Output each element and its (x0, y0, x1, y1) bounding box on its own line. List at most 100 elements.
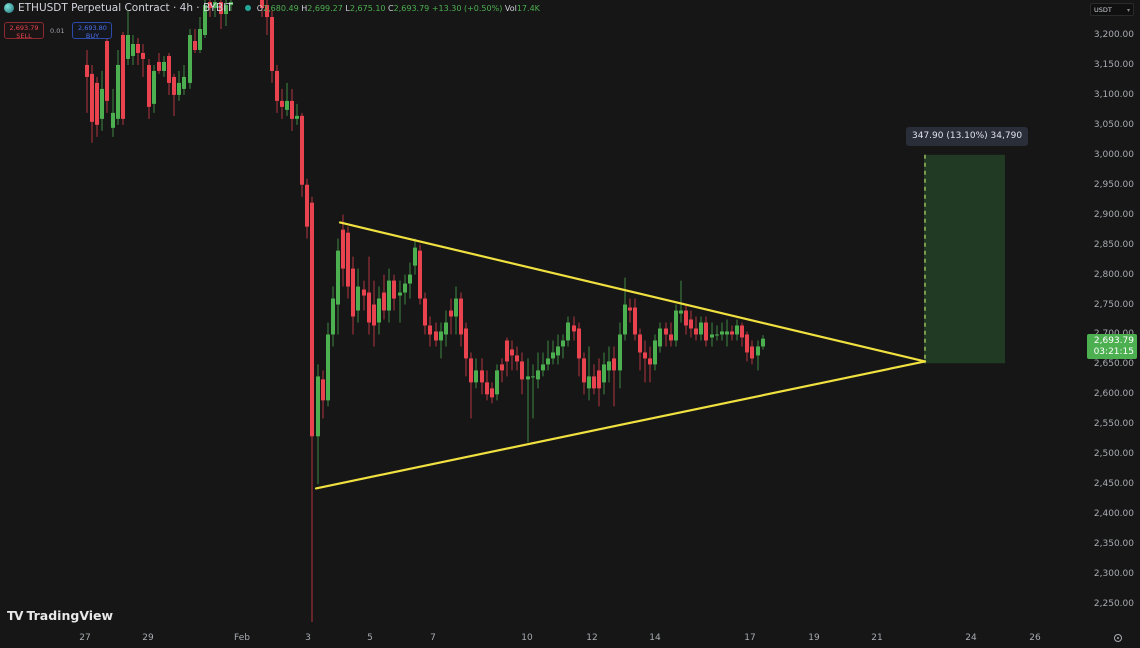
bullish-candle (229, 2, 233, 6)
bullish-candle (653, 340, 657, 365)
bearish-candle (638, 334, 642, 353)
bearish-candle (208, 2, 212, 9)
bullish-candle (285, 100, 289, 110)
bearish-candle (480, 370, 484, 383)
bearish-candle (372, 304, 376, 326)
bearish-candle (157, 61, 161, 71)
bullish-candle (331, 298, 335, 335)
bullish-candle (162, 61, 166, 71)
bullish-candle (131, 43, 135, 56)
bullish-candle (198, 29, 202, 50)
bullish-candle (541, 364, 545, 371)
bearish-candle (745, 334, 749, 353)
bearish-candle (351, 268, 355, 317)
bearish-candle (510, 349, 514, 356)
bearish-candle (730, 331, 734, 335)
bearish-candle (172, 76, 176, 95)
bullish-candle (336, 250, 340, 305)
bullish-candle (188, 35, 192, 83)
price-scale[interactable]: USDT ▾ 3,200.00 3,150.00 3,100.00 3,050.00 3… (1084, 0, 1140, 648)
bullish-candle (623, 304, 627, 335)
currency-select[interactable]: USDT ▾ (1090, 3, 1134, 16)
bullish-candle (439, 331, 443, 341)
chevron-down-icon: ▾ (1126, 7, 1130, 14)
price-tick-label: 2,650.00 (1093, 359, 1134, 370)
bullish-candle (715, 334, 719, 336)
bearish-candle (193, 40, 197, 50)
price-tick-label: 2,400.00 (1093, 509, 1134, 520)
bearish-candle (643, 352, 647, 359)
tradingview-logo[interactable]: TV TradingView (7, 608, 114, 623)
bullish-candle (182, 76, 186, 89)
time-axis[interactable]: 27 29 Feb 3 5 7 10 12 14 17 19 21 24 26 (0, 625, 1084, 648)
price-tick-label: 2,800.00 (1093, 269, 1134, 280)
bullish-candle (377, 298, 381, 323)
bearish-candle (167, 55, 171, 83)
buy-button[interactable]: 2,693.80 BUY (72, 22, 113, 40)
bullish-candle (316, 376, 320, 437)
time-tick-label: 19 (808, 633, 820, 643)
candlestick-chart[interactable] (0, 0, 1084, 625)
price-tick-label: 2,600.00 (1093, 389, 1134, 400)
bearish-candle (485, 382, 489, 395)
bullish-candle (111, 112, 115, 128)
bearish-candle (449, 310, 453, 317)
bearish-candle (520, 361, 524, 380)
bearish-candle (147, 64, 151, 107)
price-tick-label: 2,450.00 (1093, 479, 1134, 490)
time-tick-label: 3 (305, 633, 311, 643)
bullish-candle (526, 376, 530, 380)
bearish-candle (469, 358, 473, 383)
lower-triangle-line (314, 360, 927, 490)
bullish-candle (561, 340, 565, 347)
bullish-candle (674, 310, 678, 341)
bullish-candle (710, 334, 714, 338)
symbol-title[interactable]: ETHUSDT Perpetual Contract · 4h · BYBIT (18, 2, 233, 14)
bullish-candle (444, 322, 448, 335)
bullish-candle (203, 5, 207, 35)
bearish-candle (260, 0, 264, 9)
bearish-candle (490, 388, 494, 398)
chart-settings-icon[interactable] (1114, 634, 1122, 642)
time-tick-label: 14 (649, 633, 661, 643)
tradingview-mark-icon: TV (7, 608, 24, 623)
bearish-candle (305, 184, 309, 227)
bearish-candle (418, 250, 422, 299)
symbol-legend: ETHUSDT Perpetual Contract · 4h · BYBIT … (4, 2, 540, 14)
bearish-candle (750, 346, 754, 359)
bullish-candle (152, 70, 156, 104)
last-price-badge: 2,693.79 03:21:15 (1087, 334, 1137, 359)
price-tick-label: 3,200.00 (1093, 30, 1134, 40)
bullish-candle (618, 334, 622, 371)
bearish-candle (367, 292, 371, 323)
bullish-candle (756, 346, 760, 356)
bearish-candle (612, 358, 616, 371)
sell-button[interactable]: 2,693.79 SELL (4, 22, 44, 40)
bearish-candle (628, 307, 632, 311)
price-tick-label: 3,050.00 (1093, 119, 1134, 130)
bearish-candle (423, 298, 427, 326)
bearish-candle (270, 17, 274, 71)
bullish-candle (536, 370, 540, 380)
bullish-candle (602, 364, 606, 383)
bullish-candle (387, 280, 391, 311)
bullish-candle (474, 370, 478, 383)
bearish-candle (572, 325, 576, 332)
bullish-candle (413, 247, 417, 266)
bullish-candle (679, 310, 683, 314)
price-tick-label: 2,950.00 (1093, 179, 1134, 190)
bearish-candle (275, 70, 279, 101)
price-range-label: 347.90 (13.10%) 34,790 (906, 127, 1029, 146)
bullish-candle (735, 325, 739, 335)
upper-triangle-line (338, 221, 927, 363)
bullish-candle (761, 338, 765, 347)
bullish-candle (177, 82, 181, 95)
bearish-candle (464, 328, 468, 359)
bullish-candle (356, 286, 360, 311)
price-tick-label: 2,300.00 (1093, 569, 1134, 580)
time-tick-label: 24 (965, 633, 977, 643)
time-tick-label: Feb (234, 633, 250, 643)
time-tick-label: 17 (744, 633, 756, 643)
bearish-candle (459, 298, 463, 335)
ohlc-values: O2,680.49 H2,699.27 L2,675.10 C2,693.79 … (256, 3, 540, 13)
